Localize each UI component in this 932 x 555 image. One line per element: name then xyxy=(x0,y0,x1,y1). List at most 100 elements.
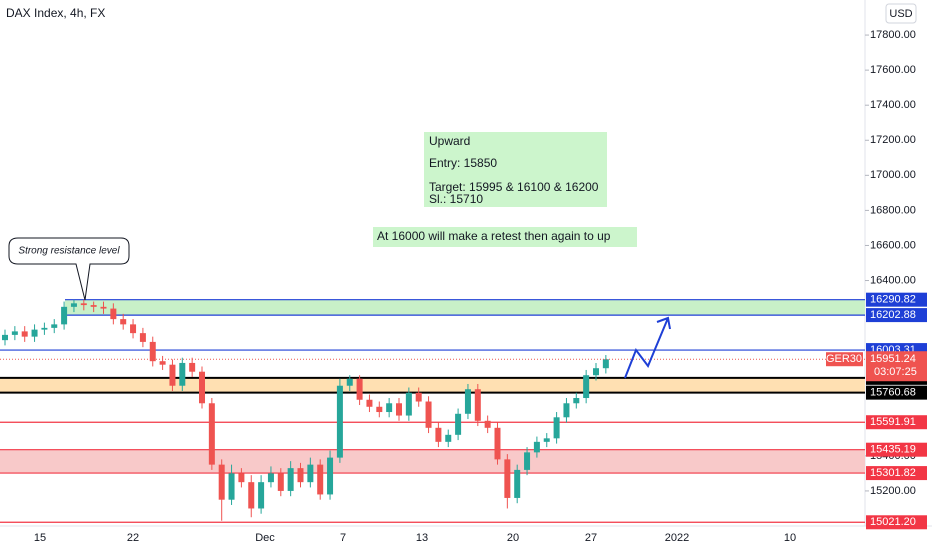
x-tick-label: 27 xyxy=(585,532,597,544)
x-tick-label: 20 xyxy=(507,532,519,544)
candle-body xyxy=(346,378,353,386)
candle-body xyxy=(21,331,28,337)
currency[interactable]: USD xyxy=(889,8,912,20)
candle-body xyxy=(238,473,245,483)
candle-body xyxy=(474,389,481,421)
candle-body xyxy=(583,375,590,399)
candle-body xyxy=(435,427,442,442)
level-badge xyxy=(866,466,927,481)
candle-body xyxy=(90,305,97,307)
level-label: 15435.19 xyxy=(870,444,916,456)
candle-body xyxy=(31,329,38,337)
zone xyxy=(0,449,865,474)
candle-body xyxy=(80,303,87,306)
candle-body xyxy=(287,468,294,491)
candle-body xyxy=(543,438,550,442)
x-tick-label: 7 xyxy=(340,532,346,544)
currency-button[interactable] xyxy=(885,3,917,24)
candle-body xyxy=(248,482,255,509)
y-tick-label: 17600.00 xyxy=(870,64,916,76)
candle-body xyxy=(455,413,462,435)
x-tick-label: 10 xyxy=(784,532,796,544)
candle-body xyxy=(130,324,137,334)
candle-body xyxy=(366,399,373,407)
symbol-badge xyxy=(826,352,863,367)
y-tick-label: 16600.00 xyxy=(870,239,916,251)
candle-body xyxy=(110,308,117,320)
x-tick-label: Dec xyxy=(255,532,275,544)
candle-body xyxy=(464,389,471,414)
level-badge xyxy=(866,308,927,323)
candle-body xyxy=(327,457,334,495)
level-label: 16290.82 xyxy=(870,294,916,306)
candle-body xyxy=(602,359,609,369)
candle-body xyxy=(396,403,402,416)
x-tick-label: 22 xyxy=(127,532,139,544)
level-label: 15021.20 xyxy=(870,516,916,528)
level-label: 15760.68 xyxy=(870,387,916,399)
candle-body xyxy=(189,362,196,372)
zone xyxy=(65,299,865,316)
candle-body xyxy=(199,371,205,404)
candle-body xyxy=(484,420,491,428)
candle-body xyxy=(297,468,304,483)
x-tick-label: 2022 xyxy=(665,532,689,544)
plot xyxy=(0,299,865,523)
candle-body xyxy=(228,473,235,500)
candle-body xyxy=(159,361,166,365)
level-label: 15301.82 xyxy=(870,467,916,479)
retest-text: At 16000 will make a retest then again t… xyxy=(377,229,611,243)
candle-body xyxy=(41,327,48,330)
candle-body xyxy=(386,403,393,413)
price-label: 15951.24 xyxy=(870,353,916,365)
y-tick-label: 17400.00 xyxy=(870,99,916,111)
candle-body xyxy=(208,403,215,465)
chart-title: DAX Index, 4h, FX xyxy=(6,6,105,20)
level-badge xyxy=(866,385,927,400)
level-badge xyxy=(866,415,927,430)
candle-body xyxy=(376,406,383,413)
candle-body xyxy=(494,427,501,460)
candle-body xyxy=(100,306,107,309)
price-badge xyxy=(866,351,927,382)
plan-text: Target: 15995 & 16100 & 16200 xyxy=(429,180,599,194)
projection-arrow xyxy=(624,316,671,379)
candle-body xyxy=(445,434,452,442)
candle-body xyxy=(2,334,8,341)
plan-text: Entry: 15850 xyxy=(429,156,497,170)
plan-text: Upward xyxy=(429,134,470,148)
y-tick-label: 15200.00 xyxy=(870,485,916,497)
y-tick-label: 17800.00 xyxy=(870,29,916,41)
candle-body xyxy=(563,403,570,418)
candle-body xyxy=(356,378,363,400)
x-tick-label: 15 xyxy=(34,532,46,544)
candle-body xyxy=(258,482,265,509)
candle-body xyxy=(514,469,521,498)
symbol-label: GER30 xyxy=(826,353,862,365)
candle-body xyxy=(70,303,77,307)
candle-body xyxy=(11,331,18,335)
candle-body xyxy=(51,324,58,328)
candle-body xyxy=(169,364,176,386)
zone xyxy=(0,377,865,393)
plan-box: Upward Entry: 15850 Target: 15995 & 1610… xyxy=(424,132,607,207)
candle-body xyxy=(593,368,599,376)
candle-body xyxy=(317,464,324,495)
retest-bg xyxy=(373,227,637,247)
plan-bg xyxy=(424,132,607,207)
candle-body xyxy=(425,401,432,428)
candle-body xyxy=(120,319,127,325)
callout xyxy=(8,237,130,301)
y-tick-label: 16800.00 xyxy=(870,204,916,216)
candle-body xyxy=(218,464,225,500)
callout-text: Strong resistance level xyxy=(18,246,120,257)
candle-body xyxy=(149,341,156,362)
level-label: 16202.88 xyxy=(870,309,916,321)
candle-body xyxy=(139,333,146,342)
candle-body xyxy=(415,392,422,402)
candle-body xyxy=(573,398,580,404)
candle-body xyxy=(179,362,186,386)
candle-body xyxy=(504,459,511,498)
candle-body xyxy=(533,441,540,453)
